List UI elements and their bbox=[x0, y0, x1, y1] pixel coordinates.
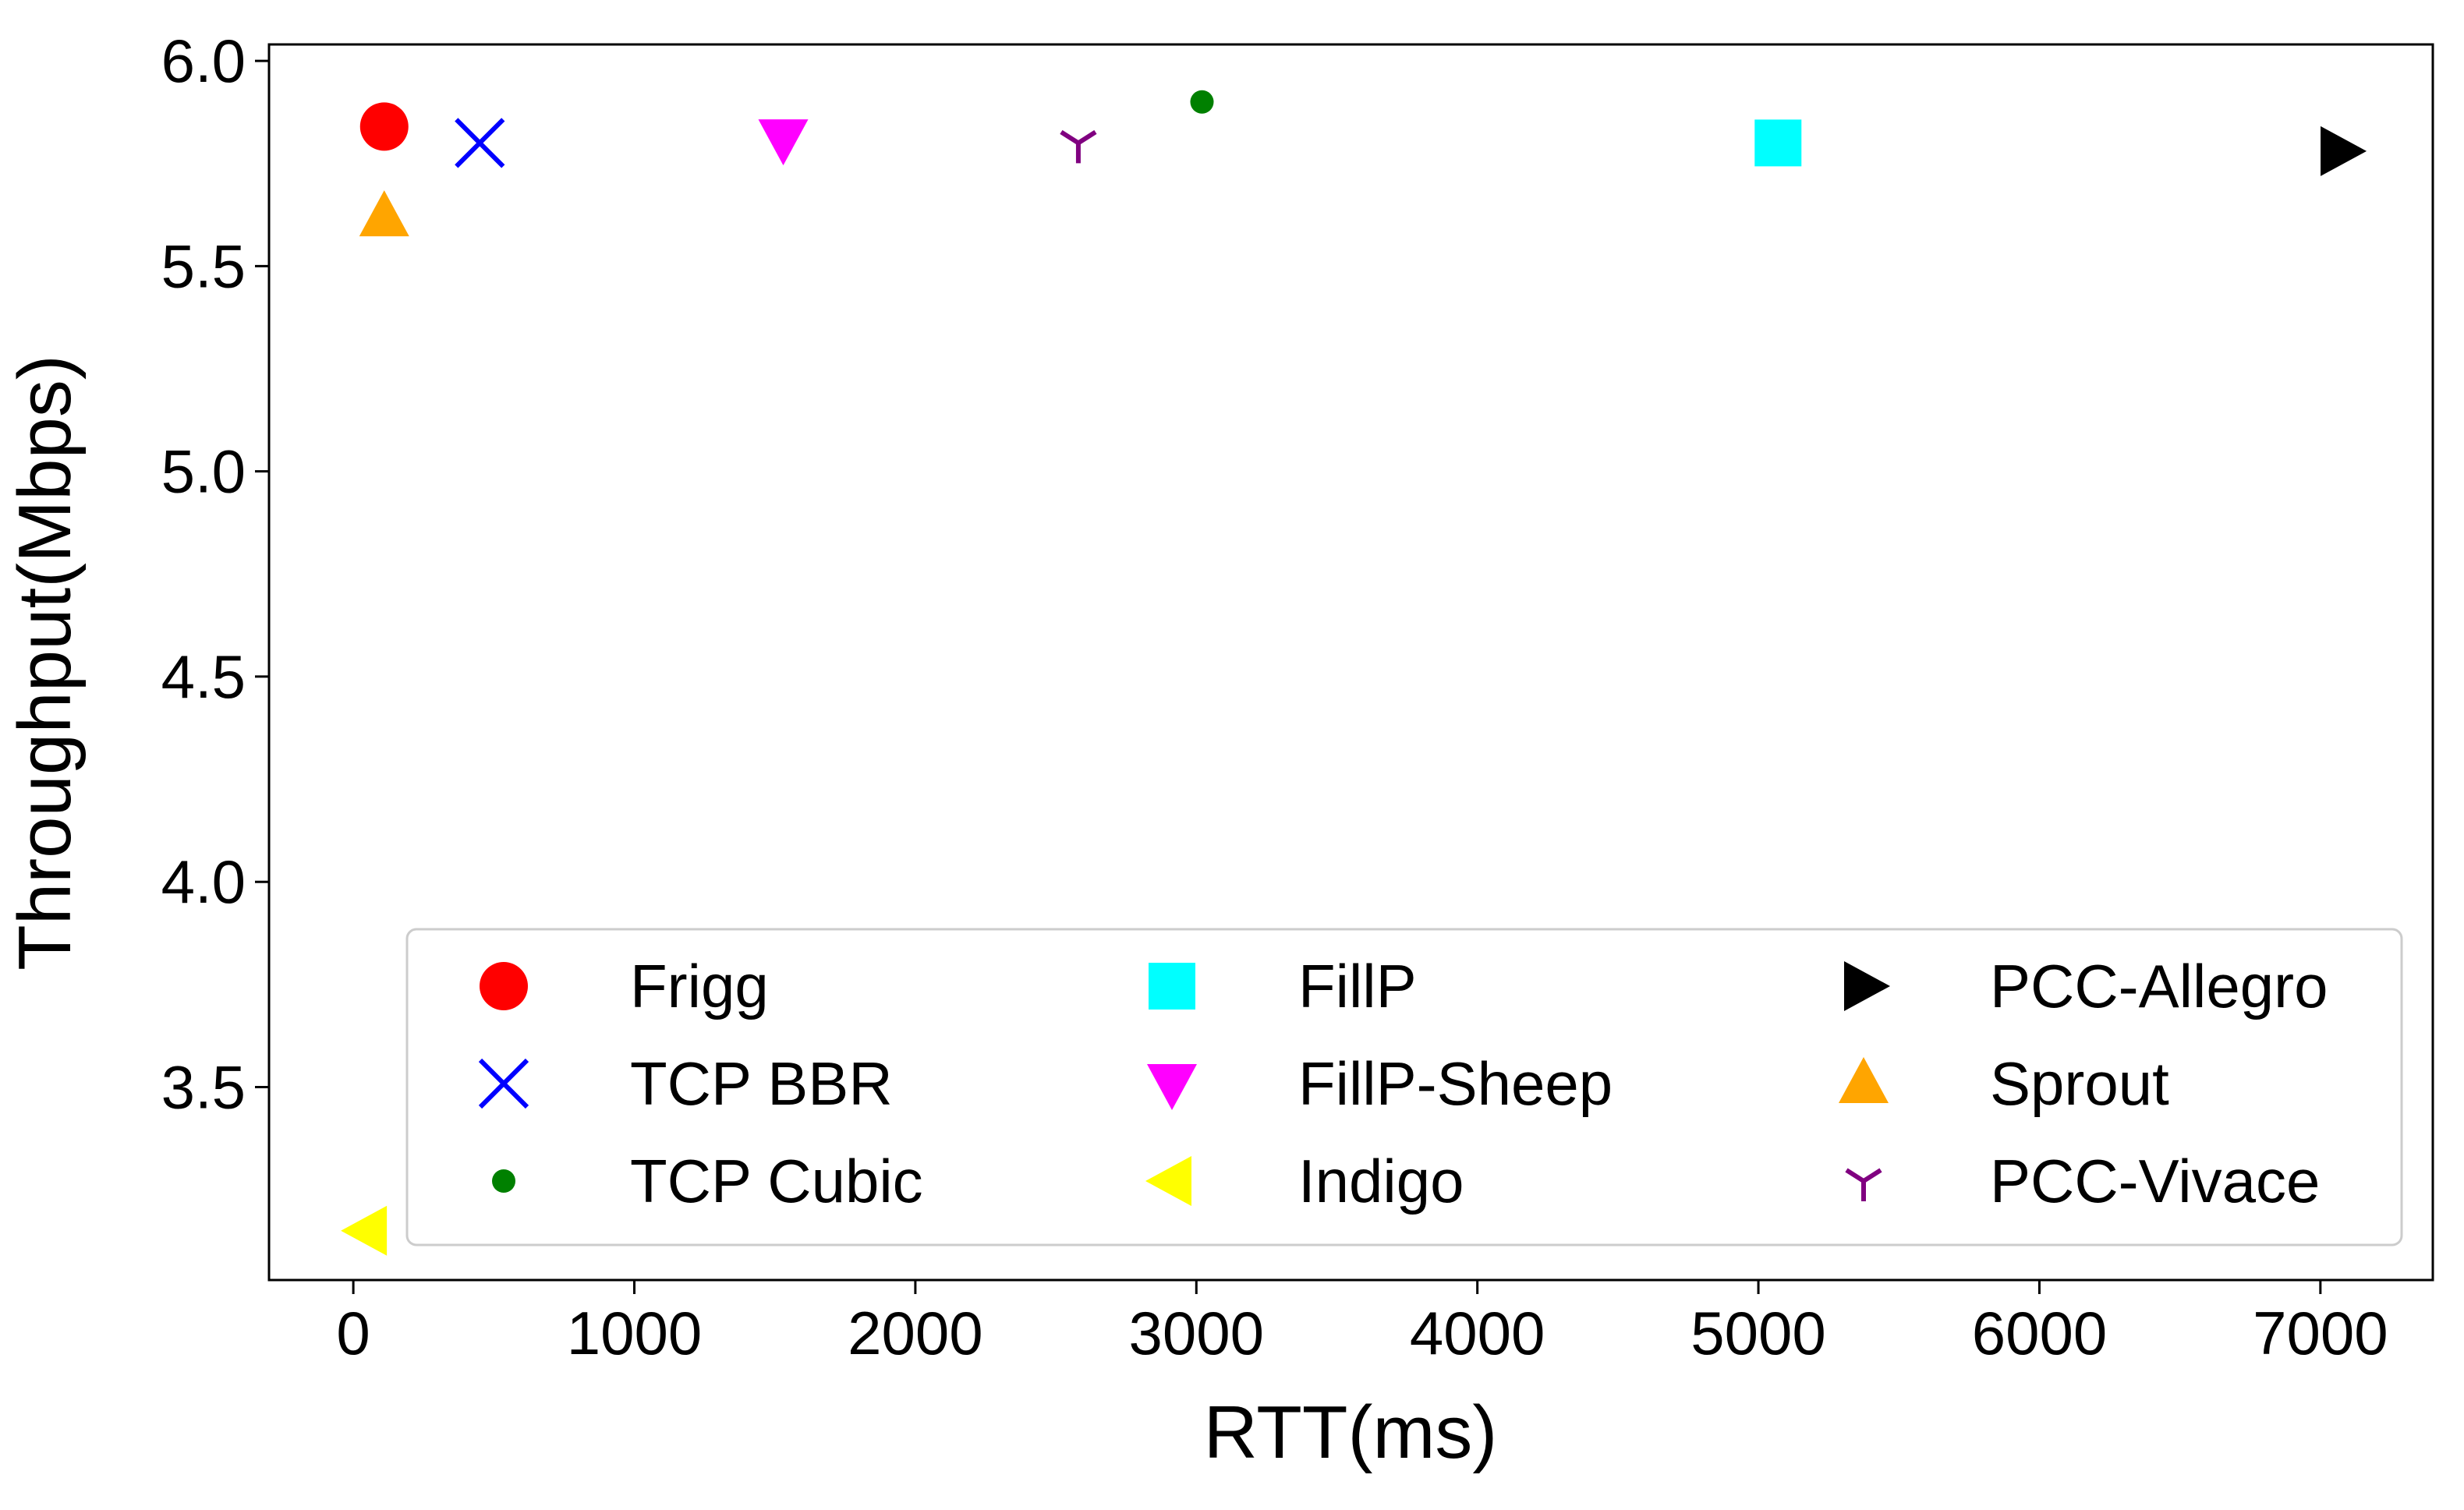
legend-item-tcp-cubic: TCP Cubic bbox=[492, 1147, 923, 1215]
x-tick-label: 2000 bbox=[848, 1299, 983, 1367]
legend-frame bbox=[405, 928, 2403, 1247]
x-tick-label: 4000 bbox=[1410, 1299, 1545, 1367]
y-tick-label: 4.0 bbox=[161, 847, 246, 916]
legend-label-frigg: Frigg bbox=[630, 952, 769, 1020]
data-point-frigg bbox=[359, 102, 409, 151]
legend-marker-tcp-cubic bbox=[492, 1169, 515, 1193]
y-tick-label: 5.5 bbox=[161, 232, 246, 300]
legend-item-frigg: Frigg bbox=[480, 952, 769, 1020]
data-point-fillp bbox=[1754, 119, 1802, 167]
plot-marks bbox=[341, 90, 2367, 1256]
data-point-fillp-sheep bbox=[758, 119, 809, 166]
legend-items: Frigg TCP BBR TCP Cubic FillP FillP-Sheep Ind… bbox=[478, 952, 2328, 1215]
data-point-tcp-bbr bbox=[455, 118, 505, 168]
legend-marker-fillp bbox=[1149, 963, 1195, 1010]
legend-item-tcp-bbr: TCP BBR bbox=[478, 1049, 893, 1118]
x-axis-label: RTT(ms) bbox=[1204, 1391, 1498, 1474]
data-point-pcc-allegro bbox=[2321, 126, 2367, 176]
x-tick-label: 3000 bbox=[1129, 1299, 1265, 1367]
legend-marker-sprout bbox=[1839, 1057, 1889, 1103]
legend-label-tcp-bbr: TCP BBR bbox=[630, 1049, 893, 1118]
legend-marker-tcp-bbr bbox=[478, 1058, 529, 1109]
x-tick-label: 7000 bbox=[2253, 1299, 2388, 1367]
y-tick-label: 3.5 bbox=[161, 1053, 246, 1122]
legend-marker-pcc-vivace bbox=[1845, 1168, 1882, 1201]
legend-marker-fillp-sheep bbox=[1147, 1064, 1197, 1110]
x-tick-label: 0 bbox=[336, 1299, 370, 1367]
y-tick-label: 5.0 bbox=[161, 437, 246, 506]
legend: Frigg TCP BBR TCP Cubic FillP FillP-Sheep Ind… bbox=[405, 928, 2403, 1247]
x-tick-label: 1000 bbox=[567, 1299, 703, 1367]
data-point-pcc-vivace bbox=[1060, 129, 1097, 164]
plot-frame bbox=[267, 43, 2434, 1282]
legend-label-fillp: FillP bbox=[1298, 952, 1417, 1020]
x-tick-label: 5000 bbox=[1690, 1299, 1826, 1367]
legend-marker-indigo bbox=[1145, 1156, 1191, 1206]
legend-label-sprout: Sprout bbox=[1990, 1049, 2169, 1118]
data-point-sprout bbox=[359, 190, 409, 237]
y-tick-label: 4.5 bbox=[161, 642, 246, 711]
legend-label-pcc-vivace: PCC-Vivace bbox=[1990, 1147, 2320, 1215]
x-tick-label: 6000 bbox=[1972, 1299, 2108, 1367]
legend-label-tcp-cubic: TCP Cubic bbox=[630, 1147, 923, 1215]
legend-item-sprout: Sprout bbox=[1839, 1049, 2169, 1118]
legend-item-fillp: FillP bbox=[1149, 952, 1417, 1020]
legend-item-indigo: Indigo bbox=[1145, 1147, 1464, 1215]
data-point-tcp-cubic bbox=[1190, 90, 1214, 114]
legend-item-fillp-sheep: FillP-Sheep bbox=[1147, 1049, 1613, 1118]
y-axis-label: Throughput(Mbps) bbox=[3, 355, 87, 971]
legend-label-indigo: Indigo bbox=[1298, 1147, 1464, 1215]
legend-item-pcc-allegro: PCC-Allegro bbox=[1844, 952, 2328, 1020]
y-axis-ticks: 3.5 4.0 4.5 5.0 5.5 6.0 bbox=[161, 27, 269, 1122]
data-point-indigo bbox=[341, 1205, 388, 1256]
legend-marker-pcc-allegro bbox=[1844, 961, 1890, 1011]
x-axis-ticks: 0 1000 2000 3000 4000 5000 6000 7000 bbox=[336, 1280, 2388, 1367]
legend-label-fillp-sheep: FillP-Sheep bbox=[1298, 1049, 1613, 1118]
y-tick-label: 6.0 bbox=[161, 27, 246, 95]
legend-label-pcc-allegro: PCC-Allegro bbox=[1990, 952, 2328, 1020]
legend-marker-frigg bbox=[480, 962, 528, 1010]
legend-item-pcc-vivace: PCC-Vivace bbox=[1845, 1147, 2320, 1215]
